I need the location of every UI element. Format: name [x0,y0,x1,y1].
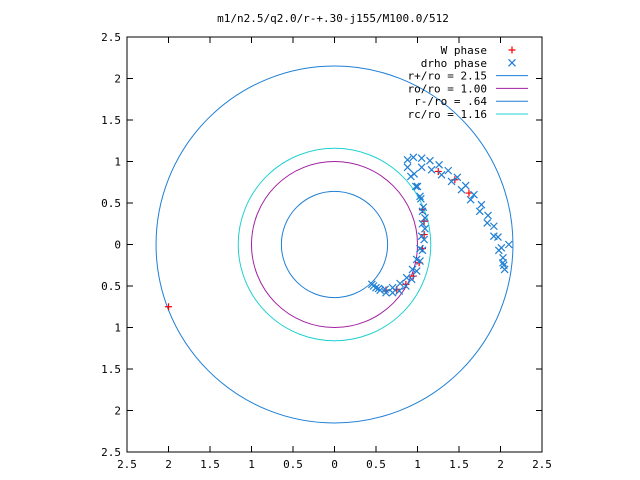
x-tick-label: 0.5 [366,458,386,471]
drho-phase-point [477,200,486,209]
x-tick-label: 2.5 [532,458,552,471]
y-tick-label: 2.5 [101,446,121,459]
drho-phase-point [435,160,444,169]
drho-phase-point [410,170,419,178]
drho-phase-point [418,207,427,216]
drho-phase-point [447,177,456,186]
legend-marker-swatch [508,46,516,54]
y-tick-label: 2.5 [101,31,121,44]
y-tick-label: 2 [114,73,121,86]
legend-label: drho phase [421,57,487,70]
drho-phase-point [504,240,513,249]
drho-phase-point [413,182,422,191]
x-tick-label: 2 [165,458,172,471]
drho-phase-point [416,192,424,201]
drho-phase-point [484,211,492,220]
drho-phase-point [411,182,420,191]
x-tick-label: 2 [497,458,504,471]
drho-phase-point [402,273,411,282]
circles-layer [155,65,514,424]
y-tick-label: 0.5 [101,280,121,293]
circle-series-3 [251,161,418,328]
drho-phase-point [426,156,434,165]
drho-phase-point [403,155,412,164]
drho-phase-point [408,265,417,274]
legend-label: rc/ro = 1.16 [408,108,487,121]
x-tick-label: 2.5 [117,458,137,471]
drho-phase-point [374,284,383,293]
legend-label: W phase [441,44,487,57]
drho-phase-point [416,194,425,203]
drho-phase-point [421,214,429,222]
x-tick-label: 1.5 [449,458,469,471]
drho-phase-point [369,282,378,290]
drho-phase-point [417,154,426,163]
x-tick-label: 0 [331,458,338,471]
drho-phase-point [466,195,475,204]
legend-marker-swatch [508,58,516,67]
drho-phase-point [427,165,436,174]
x-tick-label: 1.5 [200,458,220,471]
circle-series-2 [155,65,514,424]
drho-phase-point [381,285,390,294]
y-tick-label: 1 [114,156,121,169]
drho-phase-point [494,246,503,255]
drho-phase-point [453,173,462,182]
drho-phase-point [499,258,507,267]
drho-phase-point [470,190,478,199]
drho-phase-point [489,232,498,241]
drho-phase-point [457,185,466,194]
drho-phase-point [489,222,498,231]
legend-label: r-/ro = .64 [414,95,487,108]
drho-phase-point [412,255,421,264]
y-tick-label: 2 [114,405,121,418]
y-tick-label: 1 [114,322,121,335]
y-tick-label: 0 [114,239,121,252]
drho-phase-point [417,163,426,172]
drho-phase-point [395,287,404,295]
drho-phase-point [421,224,429,233]
drho-phase-point [396,279,404,288]
drho-phase-point [500,265,509,274]
drho-phase-point [437,170,446,179]
y-tick-label: 1.5 [101,114,121,127]
drho-phase-point [418,219,427,228]
circle-series-4 [280,190,389,299]
drho-phase-point [407,275,416,284]
drho-phase-point [475,207,484,216]
y-tick-label: 1.5 [101,363,121,376]
w-phase-point [165,303,172,311]
x-tick-label: 1 [414,458,421,471]
drho-phase-point [416,244,424,253]
drho-phase-point [412,267,421,275]
drho-phase-point [403,163,412,172]
ticks-layer: 2.5 2 1.5 1 0.5 0 0.5 1 1.5 2 2.52.521.510.500.511… [101,31,552,471]
legend-label: ro/ro = 1.00 [408,82,487,95]
x-tick-label: 0.5 [283,458,303,471]
drho-phase-point [409,153,418,162]
drho-phase-point [483,218,492,227]
chart-title: m1/n2.5/q2.0/r-+.30-j155/M100.0/512 [217,12,449,25]
drho-phase-point [417,232,426,241]
drho-phase-point [444,166,453,175]
legend-label: r+/ro = 2.15 [408,70,487,83]
circle-series-5 [237,147,432,342]
drho-phase-point [388,283,397,292]
drho-phase-point [401,282,410,290]
y-tick-label: 0.5 [101,197,121,210]
points-layer [165,153,513,311]
x-tick-label: 1 [248,458,255,471]
w-phase-point [465,189,473,197]
